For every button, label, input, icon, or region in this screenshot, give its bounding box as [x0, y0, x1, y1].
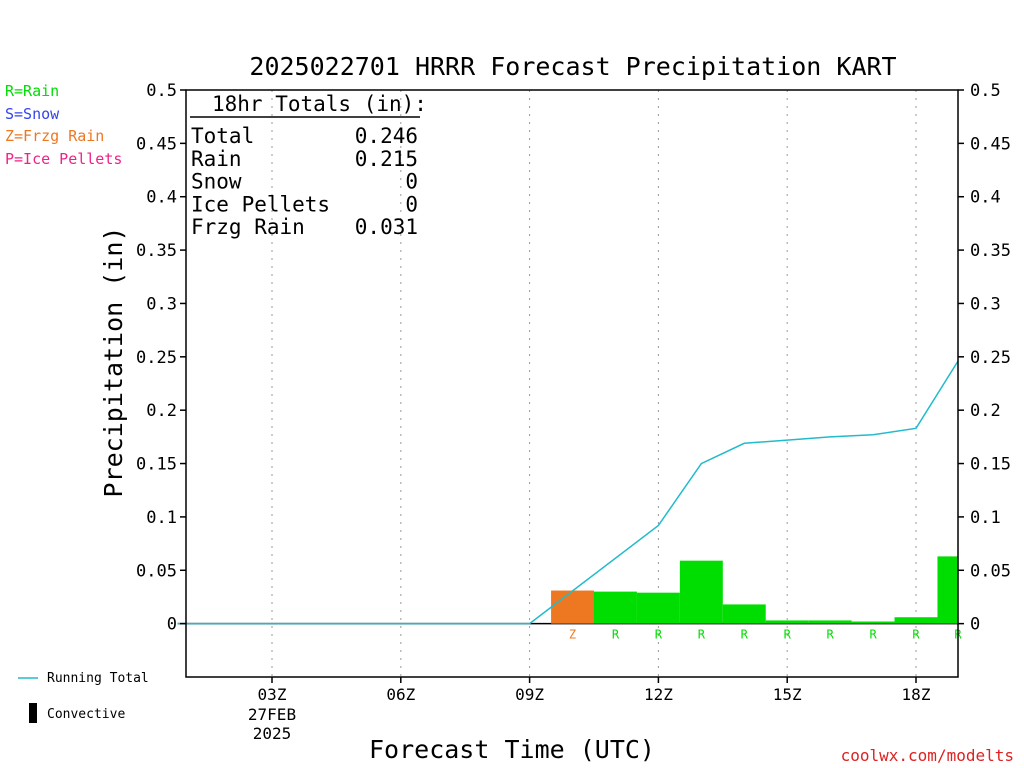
bar-type-label-2: R	[655, 628, 663, 642]
x-tick-year-0: 2025	[253, 724, 292, 743]
bar-6	[808, 620, 852, 624]
y-tick-label-left-2: 0.1	[146, 508, 177, 528]
legend-snow: S=Snow	[5, 105, 60, 123]
totals-label-4: Frzg Rain	[191, 215, 305, 239]
bar-4	[722, 604, 766, 624]
y-tick-label-right-9: 0.45	[970, 134, 1011, 154]
legend-running-total: Running Total	[47, 671, 149, 686]
legend-rain: R=Rain	[5, 82, 59, 100]
legend-convective-swatch	[29, 703, 37, 723]
y-axis-label: Precipitation (in)	[99, 227, 128, 498]
bar-3	[679, 560, 723, 624]
y-tick-label-left-9: 0.45	[136, 134, 177, 154]
bar-8	[894, 617, 938, 624]
bar-1	[594, 591, 637, 624]
y-tick-label-left-0: 0	[167, 615, 177, 635]
x-tick-label-0: 03Z	[258, 685, 287, 704]
y-tick-label-left-10: 0.5	[146, 81, 177, 101]
y-ticks-left: 0 0.05 0.1 0.15 0.2 0.25 0.3 0.35 0.4 0.45 0.5	[136, 81, 186, 635]
y-tick-label-right-2: 0.1	[970, 508, 1001, 528]
y-tick-label-right-10: 0.5	[970, 81, 1001, 101]
bar-7	[851, 621, 895, 624]
totals-value-2: 0	[405, 170, 418, 194]
totals-value-4: 0.031	[355, 215, 418, 239]
y-tick-label-right-1: 0.05	[970, 561, 1011, 581]
y-tick-label-right-0: 0	[970, 615, 980, 635]
y-tick-label-right-3: 0.15	[970, 455, 1011, 475]
y-tick-label-left-8: 0.4	[146, 188, 177, 208]
bar-0	[551, 590, 594, 624]
bar-type-label-5: R	[784, 628, 792, 642]
totals-label-0: Total	[191, 124, 254, 148]
running-total-series	[177, 360, 959, 625]
x-tick-label-4: 15Z	[773, 685, 802, 704]
x-tick-label-1: 06Z	[386, 685, 415, 704]
x-tick-label-2: 09Z	[515, 685, 544, 704]
y-tick-label-right-5: 0.25	[970, 348, 1011, 368]
bar-5	[765, 620, 809, 624]
y-tick-label-right-8: 0.4	[970, 188, 1001, 208]
plot-frame	[185, 89, 959, 678]
x-tick-label-5: 18Z	[902, 685, 931, 704]
y-tick-label-left-4: 0.2	[146, 401, 177, 421]
grid-lines	[177, 90, 959, 677]
totals-box: 18hr Totals (in): Total 0.246 Rain 0.215 Sno…	[190, 92, 427, 239]
bar-type-label-8: R	[912, 628, 920, 642]
bar-9	[937, 556, 958, 624]
y-ticks-right: 0 0.05 0.1 0.15 0.2 0.25 0.3 0.35 0.4 0.45 0.5	[958, 81, 1011, 635]
x-tick-date-0: 27FEB	[248, 705, 296, 724]
credit-text: coolwx.com/modelts	[841, 746, 1014, 765]
y-tick-label-left-5: 0.25	[136, 348, 177, 368]
totals-value-3: 0	[405, 192, 418, 216]
bar-type-label-3: R	[698, 628, 706, 642]
totals-label-3: Ice Pellets	[191, 192, 330, 216]
x-axis-label: Forecast Time (UTC)	[369, 735, 655, 764]
y-tick-label-right-7: 0.35	[970, 241, 1011, 261]
totals-value-1: 0.215	[355, 147, 418, 171]
y-tick-label-left-7: 0.35	[136, 241, 177, 261]
legend-convective: Convective	[47, 707, 125, 722]
x-tick-label-3: 12Z	[644, 685, 673, 704]
totals-value-0: 0.246	[355, 124, 418, 148]
bar-type-label-1: R	[612, 628, 620, 642]
bar-type-label-6: R	[827, 628, 835, 642]
legend-frzg: Z=Frzg Rain	[5, 127, 104, 145]
totals-label-2: Snow	[191, 170, 242, 194]
bar-type-label-4: R	[741, 628, 749, 642]
totals-label-1: Rain	[191, 147, 242, 171]
bar-series	[551, 556, 958, 624]
y-tick-label-right-4: 0.2	[970, 401, 1001, 421]
totals-header: 18hr Totals (in):	[212, 92, 427, 116]
y-tick-label-left-1: 0.05	[136, 561, 177, 581]
bar-type-label-7: R	[869, 628, 877, 642]
y-tick-label-left-6: 0.3	[146, 294, 177, 314]
y-tick-label-left-3: 0.15	[136, 455, 177, 475]
running-total-line	[177, 360, 959, 625]
legend-ice: P=Ice Pellets	[5, 150, 122, 168]
y-tick-label-right-6: 0.3	[970, 294, 1001, 314]
bar-2	[636, 592, 680, 624]
bar-type-label-0: Z	[569, 628, 576, 642]
chart-title: 2025022701 HRRR Forecast Precipitation K…	[249, 52, 896, 81]
